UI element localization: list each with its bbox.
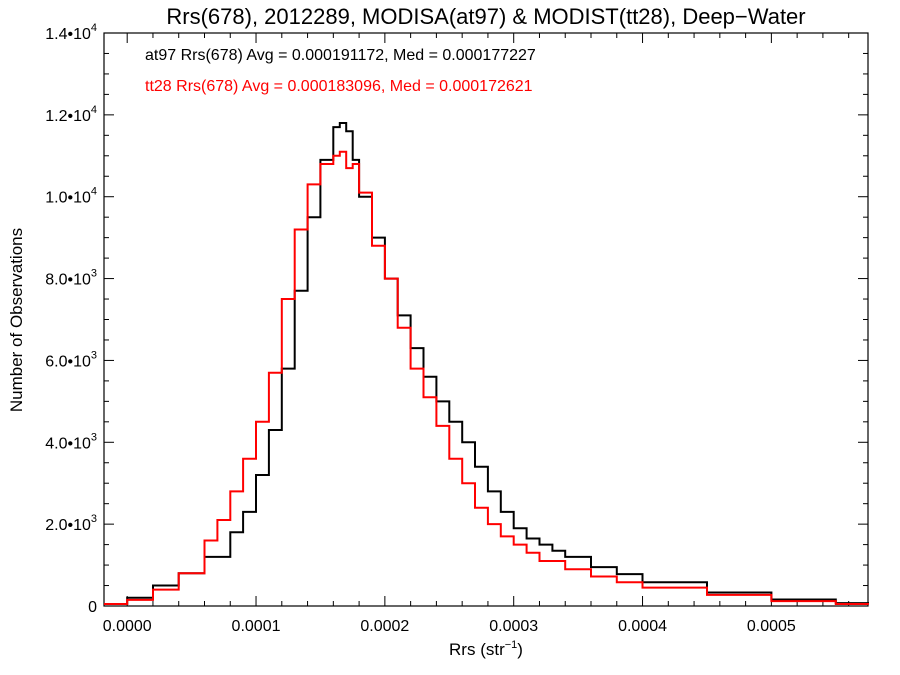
y-tick-label: 6.0•103 bbox=[45, 349, 97, 370]
y-tick-label: 4.0•103 bbox=[45, 431, 97, 452]
annotation-at97: at97 Rrs(678) Avg = 0.000191172, Med = 0… bbox=[145, 47, 536, 64]
x-tick-label: 0.0003 bbox=[489, 618, 538, 635]
x-tick-label: 0.0000 bbox=[103, 618, 152, 635]
chart-title: Rrs(678), 2012289, MODISA(at97) & MODIST… bbox=[166, 4, 805, 29]
y-axis-label: Number of Observations bbox=[7, 228, 26, 412]
y-tick-label: 1.0•104 bbox=[45, 186, 97, 207]
series-layer bbox=[104, 122, 869, 605]
annotation-tt28: tt28 Rrs(678) Avg = 0.000183096, Med = 0… bbox=[145, 78, 533, 95]
x-axis: 0.0000 0.0001 0.0002 0.0003 0.0004 0.0005 bbox=[103, 33, 850, 635]
x-tick-label: 0.0001 bbox=[232, 618, 281, 635]
y-tick-label: 2.0•103 bbox=[45, 513, 97, 534]
series-line-tt28 bbox=[104, 150, 869, 605]
x-tick-label: 0.0004 bbox=[618, 618, 667, 635]
y-axis: 0 2.0•103 4.0•103 6.0•103 8.0•103 1.0•104 1.2•… bbox=[45, 22, 868, 616]
y-tick-label: 1.4•104 bbox=[45, 22, 97, 43]
y-tick-label: 1.2•104 bbox=[45, 104, 97, 125]
x-tick-label: 0.0002 bbox=[360, 618, 409, 635]
y-tick-label: 8.0•103 bbox=[45, 268, 97, 289]
series-line-at97 bbox=[104, 122, 869, 605]
x-axis-label: Rrs (str−1) bbox=[449, 639, 523, 659]
y-tick-label: 0 bbox=[88, 599, 97, 616]
x-tick-label: 0.0005 bbox=[747, 618, 796, 635]
